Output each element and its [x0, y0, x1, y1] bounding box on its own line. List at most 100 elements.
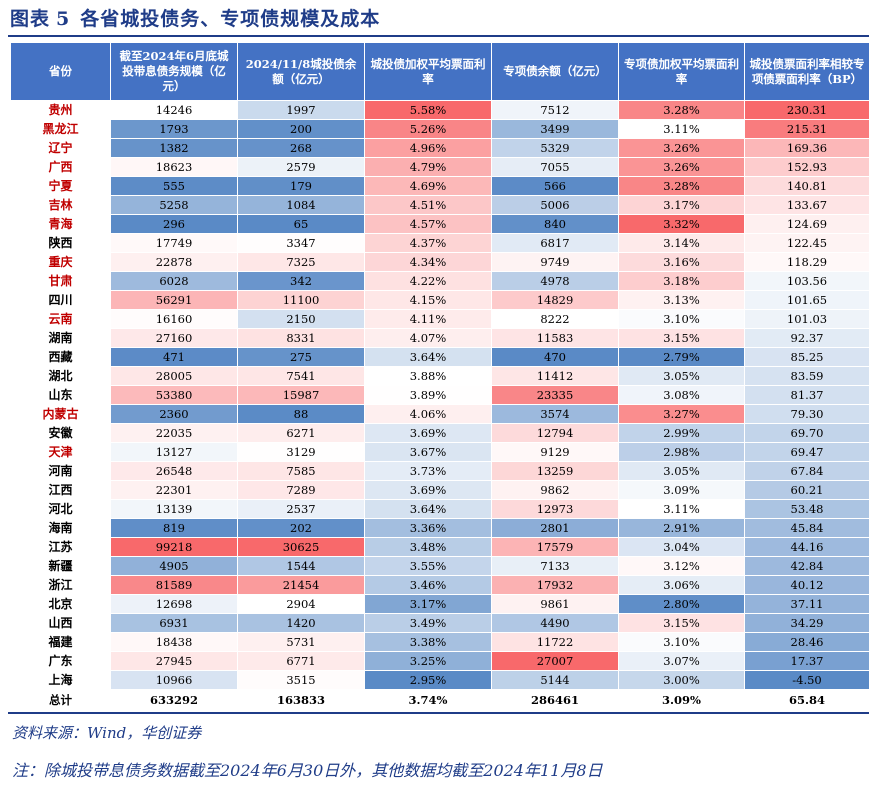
total-special-rate: 3.09% [618, 689, 745, 710]
special-cell: 7055 [491, 157, 619, 177]
rate-cell: 3.17% [364, 594, 492, 614]
debt-cell: 18623 [110, 157, 238, 177]
bond-cell: 11100 [237, 290, 365, 310]
rate-cell: 4.06% [364, 404, 492, 424]
rate-cell: 3.89% [364, 385, 492, 405]
spread-cell: -4.50 [744, 670, 870, 690]
debt-cell: 1382 [110, 138, 238, 158]
bottom-rule [8, 712, 869, 714]
bond-cell: 15987 [237, 385, 365, 405]
rate-cell: 3.38% [364, 632, 492, 652]
rate-cell: 2.95% [364, 670, 492, 690]
spread-cell: 101.65 [744, 290, 870, 310]
spread-cell: 17.37 [744, 651, 870, 671]
table-row: 北京 12698 2904 3.17% 9861 2.80% 37.11 [10, 594, 870, 614]
bond-cell: 275 [237, 347, 365, 367]
srate-cell: 3.14% [618, 233, 745, 253]
bond-cell: 1420 [237, 613, 365, 633]
province-cell: 山东 [10, 385, 111, 405]
table-row: 吉林 5258 1084 4.51% 5006 3.17% 133.67 [10, 195, 870, 215]
bond-cell: 1544 [237, 556, 365, 576]
special-cell: 27007 [491, 651, 619, 671]
spread-cell: 215.31 [744, 119, 870, 139]
province-cell: 广西 [10, 157, 111, 177]
srate-cell: 3.11% [618, 119, 745, 139]
header-province: 省份 [10, 42, 111, 101]
special-cell: 7133 [491, 556, 619, 576]
spread-cell: 85.25 [744, 347, 870, 367]
bond-cell: 268 [237, 138, 365, 158]
srate-cell: 3.04% [618, 537, 745, 557]
bond-cell: 88 [237, 404, 365, 424]
table-row: 四川 56291 11100 4.15% 14829 3.13% 101.65 [10, 290, 870, 310]
table-row: 云南 16160 2150 4.11% 8222 3.10% 101.03 [10, 309, 870, 329]
bond-cell: 2537 [237, 499, 365, 519]
srate-cell: 2.80% [618, 594, 745, 614]
spread-cell: 40.12 [744, 575, 870, 595]
figure-title: 图表 5 各省城投债务、专项债规模及成本 [10, 4, 380, 34]
srate-cell: 3.00% [618, 670, 745, 690]
srate-cell: 3.08% [618, 385, 745, 405]
rate-cell: 5.58% [364, 100, 492, 120]
bond-cell: 7541 [237, 366, 365, 386]
srate-cell: 3.15% [618, 328, 745, 348]
rate-cell: 3.36% [364, 518, 492, 538]
special-cell: 12794 [491, 423, 619, 443]
special-cell: 14829 [491, 290, 619, 310]
spread-cell: 152.93 [744, 157, 870, 177]
province-cell: 陕西 [10, 233, 111, 253]
debt-cell: 5258 [110, 195, 238, 215]
province-cell: 黑龙江 [10, 119, 111, 139]
srate-cell: 2.99% [618, 423, 745, 443]
rate-cell: 4.22% [364, 271, 492, 291]
special-cell: 4490 [491, 613, 619, 633]
spread-cell: 169.36 [744, 138, 870, 158]
special-cell: 11583 [491, 328, 619, 348]
debt-cell: 14246 [110, 100, 238, 120]
srate-cell: 2.79% [618, 347, 745, 367]
rate-cell: 3.64% [364, 347, 492, 367]
table-row: 天津 13127 3129 3.67% 9129 2.98% 69.47 [10, 442, 870, 462]
province-cell: 吉林 [10, 195, 111, 215]
special-cell: 840 [491, 214, 619, 234]
special-cell: 566 [491, 176, 619, 196]
special-cell: 2801 [491, 518, 619, 538]
spread-cell: 42.84 [744, 556, 870, 576]
special-cell: 3574 [491, 404, 619, 424]
debt-cell: 296 [110, 214, 238, 234]
table-row: 甘肃 6028 342 4.22% 4978 3.18% 103.56 [10, 271, 870, 291]
table-row: 河南 26548 7585 3.73% 13259 3.05% 67.84 [10, 461, 870, 481]
table-row: 宁夏 555 179 4.69% 566 3.28% 140.81 [10, 176, 870, 196]
top-rule [8, 35, 869, 37]
spread-cell: 28.46 [744, 632, 870, 652]
table-row: 浙江 81589 21454 3.46% 17932 3.06% 40.12 [10, 575, 870, 595]
bond-cell: 3129 [237, 442, 365, 462]
bond-cell: 2150 [237, 309, 365, 329]
rate-cell: 3.67% [364, 442, 492, 462]
spread-cell: 45.84 [744, 518, 870, 538]
province-cell: 重庆 [10, 252, 111, 272]
bond-cell: 7325 [237, 252, 365, 272]
srate-cell: 3.09% [618, 480, 745, 500]
special-cell: 13259 [491, 461, 619, 481]
bond-cell: 1997 [237, 100, 365, 120]
table-row: 湖北 28005 7541 3.88% 11412 3.05% 83.59 [10, 366, 870, 386]
rate-cell: 3.49% [364, 613, 492, 633]
srate-cell: 3.13% [618, 290, 745, 310]
rate-cell: 4.37% [364, 233, 492, 253]
spread-cell: 133.67 [744, 195, 870, 215]
rate-cell: 4.57% [364, 214, 492, 234]
total-label: 总计 [10, 689, 111, 710]
bond-cell: 2904 [237, 594, 365, 614]
special-cell: 11722 [491, 632, 619, 652]
total-debt: 633292 [110, 689, 238, 710]
debt-cell: 22035 [110, 423, 238, 443]
figure-number: 5 [56, 8, 71, 30]
table-row: 山西 6931 1420 3.49% 4490 3.15% 34.29 [10, 613, 870, 633]
province-cell: 甘肃 [10, 271, 111, 291]
rate-cell: 4.34% [364, 252, 492, 272]
province-cell: 内蒙古 [10, 404, 111, 424]
table-row: 辽宁 1382 268 4.96% 5329 3.26% 169.36 [10, 138, 870, 158]
srate-cell: 3.26% [618, 138, 745, 158]
rate-cell: 4.11% [364, 309, 492, 329]
